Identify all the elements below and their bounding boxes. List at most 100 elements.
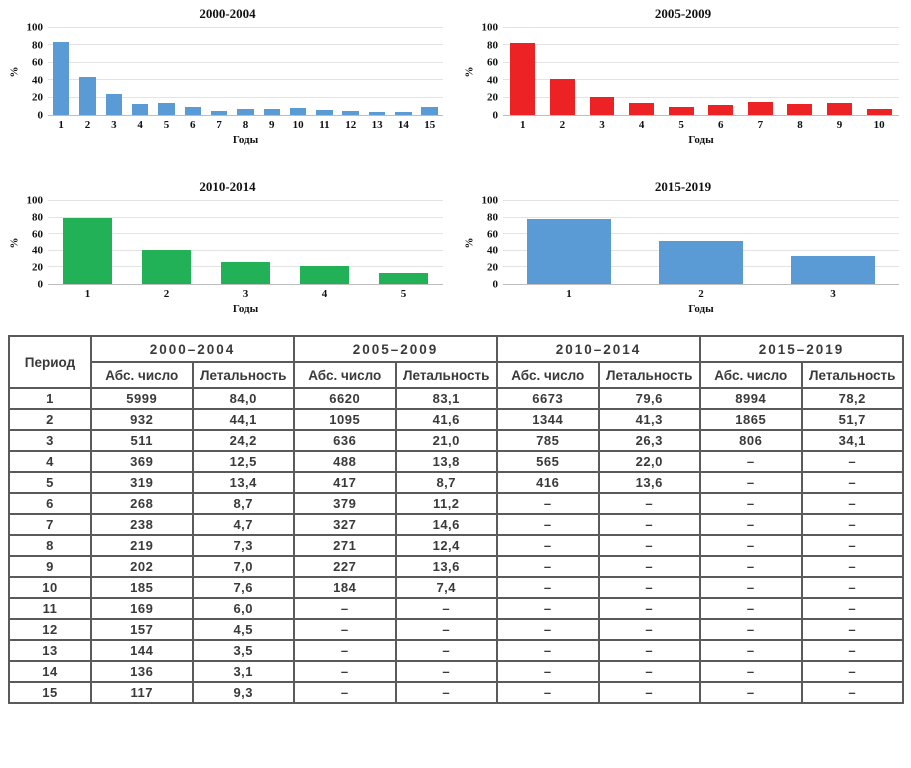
bar-slot bbox=[622, 28, 662, 115]
period-cell: 3 bbox=[8, 429, 92, 452]
value-cell: – bbox=[699, 681, 803, 704]
value-cell: 136 bbox=[90, 660, 194, 683]
x-axis-title: Годы bbox=[232, 303, 259, 315]
bar bbox=[131, 104, 149, 115]
value-cell: – bbox=[496, 555, 600, 578]
bar bbox=[105, 93, 123, 115]
lethality-data-table: Период 2000–2004 2005–2009 2010–2014 201… bbox=[8, 335, 904, 704]
value-cell: – bbox=[699, 618, 803, 641]
value-cell: – bbox=[496, 597, 600, 620]
chart-title: 2000-2004 bbox=[199, 6, 256, 21]
value-cell: 22,0 bbox=[597, 450, 701, 473]
bar bbox=[708, 105, 734, 115]
bar-slot bbox=[503, 201, 635, 284]
value-cell: 13,4 bbox=[191, 471, 295, 494]
bar-slot bbox=[74, 28, 100, 115]
value-cell: – bbox=[496, 639, 600, 662]
value-cell: 219 bbox=[90, 534, 194, 557]
table-header-row-sub: Абс. число Летальность Абс. число Леталь… bbox=[9, 361, 904, 389]
value-cell: 636 bbox=[293, 429, 397, 452]
bar bbox=[395, 112, 412, 115]
chart-title: 2015-2019 bbox=[654, 179, 712, 194]
bar-slot bbox=[285, 28, 311, 115]
bar bbox=[421, 106, 439, 115]
bar bbox=[527, 219, 611, 284]
bar-slot bbox=[180, 28, 206, 115]
value-cell: 24,2 bbox=[191, 429, 295, 452]
value-cell: 4,7 bbox=[191, 513, 295, 536]
sub-header-abs-2: Абс. число bbox=[293, 361, 397, 389]
bar bbox=[668, 107, 694, 115]
value-cell: – bbox=[800, 681, 904, 704]
value-cell: 157 bbox=[90, 618, 194, 641]
y-tick-label: 60 bbox=[32, 228, 43, 241]
period-header: Период bbox=[8, 335, 92, 389]
table-row: 7 238 4,7 327 14,6– – – – bbox=[8, 513, 904, 536]
value-cell: – bbox=[800, 450, 904, 473]
y-tick-label: 0 bbox=[37, 109, 44, 122]
y-axis-ticks: 0 20 40 60 80 100 bbox=[477, 195, 503, 290]
value-cell: – bbox=[496, 576, 600, 599]
y-tick-label: 80 bbox=[32, 39, 43, 52]
period-cell: 6 bbox=[8, 492, 92, 515]
group-header-2005-2009: 2005–2009 bbox=[293, 335, 498, 363]
chart-plot-area: % 0 20 40 60 80 100 bbox=[0, 195, 455, 290]
value-cell: 7,4 bbox=[394, 576, 498, 599]
chart-plot-area: % 0 20 40 60 80 100 bbox=[455, 22, 911, 121]
chart-2000-2004: 2000-2004 % 0 20 40 60 80 100 1 2 3 4 5 6 7 8 9 10 11 12… bbox=[0, 0, 455, 169]
value-cell: – bbox=[699, 576, 803, 599]
x-tick-label: 7 bbox=[216, 119, 222, 131]
value-cell: – bbox=[496, 492, 600, 515]
value-cell: – bbox=[293, 681, 397, 704]
plot bbox=[503, 200, 899, 285]
bar bbox=[263, 108, 281, 115]
gridline bbox=[503, 27, 899, 28]
y-tick-label: 20 bbox=[32, 91, 43, 104]
x-tick-label: 3 bbox=[242, 288, 249, 300]
bar-slot bbox=[741, 28, 781, 115]
value-cell: 12,4 bbox=[394, 534, 498, 557]
x-tick-label: 2 bbox=[698, 288, 704, 300]
bar-slot bbox=[767, 201, 899, 284]
period-cell: 11 bbox=[8, 597, 92, 620]
bar-slot bbox=[417, 28, 443, 115]
table-row: 8 219 7,3 271 12,4– – – – bbox=[8, 534, 904, 557]
bar-slot bbox=[48, 28, 74, 115]
gridline bbox=[48, 200, 443, 201]
value-cell: 184 bbox=[293, 576, 397, 599]
x-tick-label: 3 bbox=[111, 119, 117, 131]
bar bbox=[220, 262, 271, 284]
x-tick-label: 2 bbox=[84, 119, 91, 131]
chart-plot-area: % 0 20 40 60 80 100 bbox=[455, 195, 911, 290]
table-row: 14 136 3,1– – – – – – bbox=[8, 660, 904, 683]
bar bbox=[827, 103, 853, 115]
value-cell: – bbox=[699, 534, 803, 557]
gridline bbox=[48, 61, 443, 63]
x-tick-label: 4 bbox=[321, 288, 328, 300]
sub-header-let-1: Летальность bbox=[191, 361, 295, 389]
bar bbox=[184, 107, 202, 115]
value-cell: – bbox=[597, 576, 701, 599]
value-cell: 14,6 bbox=[394, 513, 498, 536]
bar-slot bbox=[543, 28, 583, 115]
y-tick-label: 20 bbox=[487, 91, 498, 104]
value-cell: 4,5 bbox=[191, 618, 295, 641]
value-cell: – bbox=[597, 534, 701, 557]
bar bbox=[787, 104, 813, 115]
x-tick-label: 12 bbox=[345, 119, 357, 131]
x-tick-label: 1 bbox=[84, 288, 91, 300]
bar-slot bbox=[127, 28, 153, 115]
value-cell: 7,6 bbox=[191, 576, 295, 599]
value-cell: 84,0 bbox=[191, 387, 295, 410]
y-tick-label: 0 bbox=[492, 109, 499, 122]
bar bbox=[289, 108, 307, 115]
value-cell: 11,2 bbox=[394, 492, 498, 515]
value-cell: 7,3 bbox=[191, 534, 295, 557]
value-cell: – bbox=[800, 660, 904, 683]
value-cell: – bbox=[293, 597, 397, 620]
table-row: 9 202 7,0 227 13,6– – – – bbox=[8, 555, 904, 578]
chart-2010-2014: 2010-2014 % 0 20 40 60 80 100 1 2 3 4 5 Годы bbox=[0, 169, 455, 332]
table-row: 1 5999 84,0 6620 83,1 6673 79,6 8994 78,2 bbox=[8, 387, 904, 410]
x-tick-label: 10 bbox=[292, 119, 304, 131]
value-cell: – bbox=[394, 660, 498, 683]
